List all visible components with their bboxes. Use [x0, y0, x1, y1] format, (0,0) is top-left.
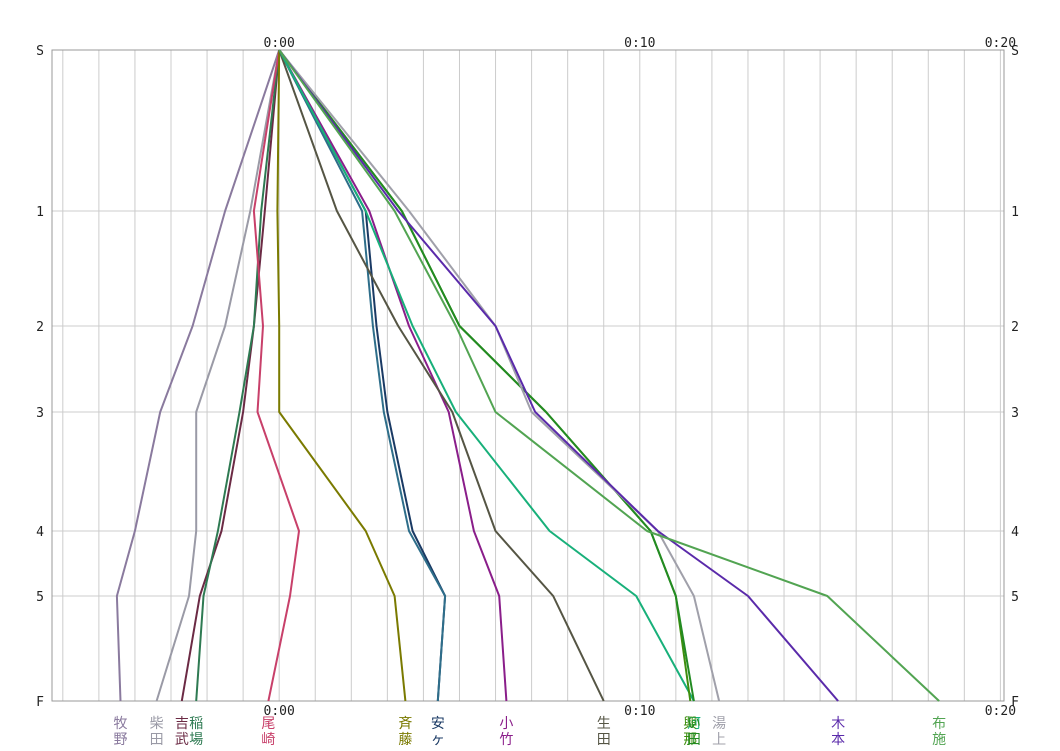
section-label-left: 1 [36, 205, 44, 220]
runner-label-char: 田 [687, 732, 701, 748]
runner-label-char: 布 [932, 716, 946, 732]
runner-label-char: 藤 [398, 732, 412, 748]
series-line [278, 49, 695, 702]
series-line [278, 49, 721, 702]
series-line [180, 49, 281, 702]
runner-label-char: 本 [831, 732, 845, 748]
time-tick-top: 0:20 [985, 36, 1016, 51]
runner-label-char: 河 [687, 716, 701, 732]
time-tick-top: 0:10 [624, 36, 655, 51]
series-line [195, 49, 281, 702]
section-label-right: S [1011, 44, 1019, 59]
section-label-left: S [36, 44, 44, 59]
series-line [276, 49, 407, 702]
runner-label-char: 武 [175, 732, 189, 748]
runner-label-char: 施 [932, 732, 946, 748]
section-label-left: 5 [36, 590, 44, 605]
time-tick-bottom: 0:00 [264, 704, 295, 719]
runner-label-char: 小 [499, 716, 513, 732]
runner-label-char: 崎 [261, 732, 275, 748]
runner-label-char: ヶ [431, 732, 445, 748]
section-label-right: 3 [1011, 406, 1019, 421]
time-tick-bottom: 0:10 [624, 704, 655, 719]
runner-label-char: 柴 [150, 716, 164, 732]
runner-label-char: 野 [114, 732, 128, 748]
section-label-left: F [36, 695, 44, 710]
series-lines [115, 49, 940, 702]
series-line [278, 49, 839, 702]
time-tick-top: 0:00 [264, 36, 295, 51]
runner-label-char: 上 [712, 732, 726, 748]
runner-label-char: 興 [683, 716, 697, 732]
runner-label-char: 生 [597, 716, 611, 732]
runner-label-char: 場 [189, 732, 203, 748]
runner-label-char: 田 [150, 732, 164, 748]
series-line [278, 49, 447, 702]
runner-label-char: い [687, 716, 701, 732]
runner-label-char: 牧 [114, 716, 128, 732]
runner-label-char: 竹 [499, 732, 513, 748]
runner-label-char: 斉 [398, 716, 412, 732]
runner-label-char: 湯 [712, 715, 726, 732]
runner-label-char: 稲 [189, 716, 203, 732]
series-line [278, 49, 605, 702]
series-line [155, 49, 281, 702]
series-line [278, 49, 695, 702]
section-label-left: 4 [36, 525, 44, 540]
section-label-left: 2 [36, 320, 44, 335]
runner-label-char: 吉 [175, 716, 189, 732]
runner-label-char: 木 [831, 716, 845, 732]
plot-frame [51, 49, 1005, 702]
series-line [252, 49, 300, 702]
time-tick-bottom: 0:20 [985, 704, 1016, 719]
section-label-right: F [1011, 695, 1019, 710]
section-label-left: 3 [36, 406, 44, 421]
series-line [278, 49, 940, 702]
axes: S S 1 1 2 2 3 3 4 4 5 5 F F 0:00 0:00 0:10 0:10 0:20 0:20 [36, 36, 1019, 719]
section-label-right: 1 [1011, 205, 1019, 220]
section-label-right: 4 [1011, 525, 1019, 540]
runner-label-char: 尾 [261, 716, 275, 732]
runner-label-char: 田 [597, 732, 611, 748]
section-label-right: 2 [1011, 320, 1019, 335]
section-label-right: 5 [1011, 590, 1019, 605]
series-line [115, 49, 281, 702]
runner-label-char: 安 [431, 716, 445, 732]
series-line [278, 49, 508, 702]
runner-label-char: 那 [683, 732, 697, 748]
